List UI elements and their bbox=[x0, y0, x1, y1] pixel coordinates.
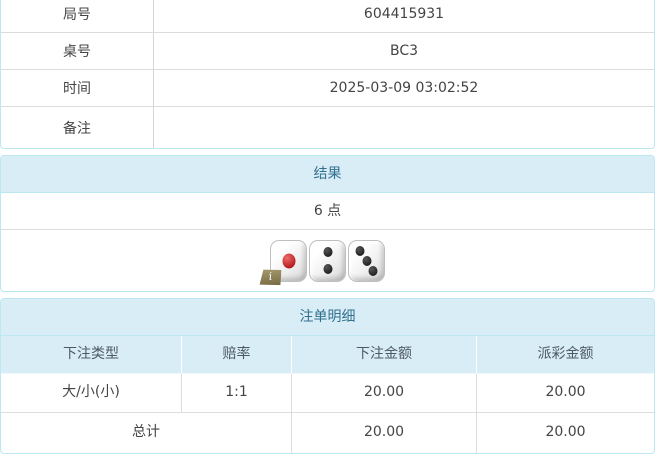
die-dot bbox=[323, 264, 332, 275]
dice-group: i bbox=[269, 239, 386, 282]
odds-value: 1:1 bbox=[181, 374, 291, 412]
total-bet-amount: 20.00 bbox=[291, 413, 476, 453]
col-payout: 派彩金额 bbox=[476, 336, 654, 373]
result-panel-title: 结果 bbox=[1, 156, 654, 193]
die-dot bbox=[368, 265, 378, 276]
col-odds: 赔率 bbox=[181, 336, 291, 373]
result-points: 6 点 bbox=[1, 193, 654, 230]
bet-amount-value: 20.00 bbox=[291, 374, 476, 412]
game-info-panel: 局号 604415931 桌号 BC3 时间 2025-03-09 03:02:… bbox=[0, 0, 655, 149]
time-row: 时间 2025-03-09 03:02:52 bbox=[1, 70, 654, 107]
time-label: 时间 bbox=[1, 70, 154, 106]
table-number-value: BC3 bbox=[389, 43, 419, 59]
dice-row: i bbox=[1, 230, 654, 291]
remark-label: 备注 bbox=[1, 107, 154, 148]
bet-detail-title: 注单明细 bbox=[1, 299, 654, 336]
info-icon[interactable]: i bbox=[258, 268, 282, 287]
die-dot bbox=[323, 247, 332, 258]
result-panel: 结果 6 点 i bbox=[0, 155, 655, 292]
table-number-row: 桌号 BC3 bbox=[1, 33, 654, 70]
game-number-value: 604415931 bbox=[363, 6, 445, 22]
col-bet-type: 下注类型 bbox=[63, 346, 119, 362]
total-label: 总计 bbox=[132, 424, 160, 440]
bets-table-header: 下注类型 赔率 下注金额 派彩金额 bbox=[1, 336, 654, 374]
table-number-label: 桌号 bbox=[1, 33, 154, 69]
game-number-label: 局号 bbox=[1, 0, 154, 32]
total-payout: 20.00 bbox=[476, 413, 654, 453]
payout-value: 20.00 bbox=[476, 374, 654, 412]
total-row: 总计 20.00 20.00 bbox=[1, 413, 654, 453]
bet-type-value: 大/小(小) bbox=[62, 384, 120, 400]
die-dot bbox=[362, 255, 371, 266]
game-number-row: 局号 604415931 bbox=[1, 0, 654, 33]
bet-detail-panel: 注单明细 下注类型 赔率 下注金额 派彩金额 大/小(小) 1:1 20.00 … bbox=[0, 298, 655, 454]
time-value: 2025-03-09 03:02:52 bbox=[329, 80, 479, 96]
die-dot bbox=[282, 253, 295, 269]
die-showing-3 bbox=[348, 239, 385, 282]
col-bet-amount: 下注金额 bbox=[291, 336, 476, 373]
remark-row: 备注 bbox=[1, 107, 654, 148]
bet-row: 大/小(小) 1:1 20.00 20.00 bbox=[1, 374, 654, 413]
die-dot bbox=[355, 246, 365, 257]
die-showing-2 bbox=[309, 239, 346, 282]
